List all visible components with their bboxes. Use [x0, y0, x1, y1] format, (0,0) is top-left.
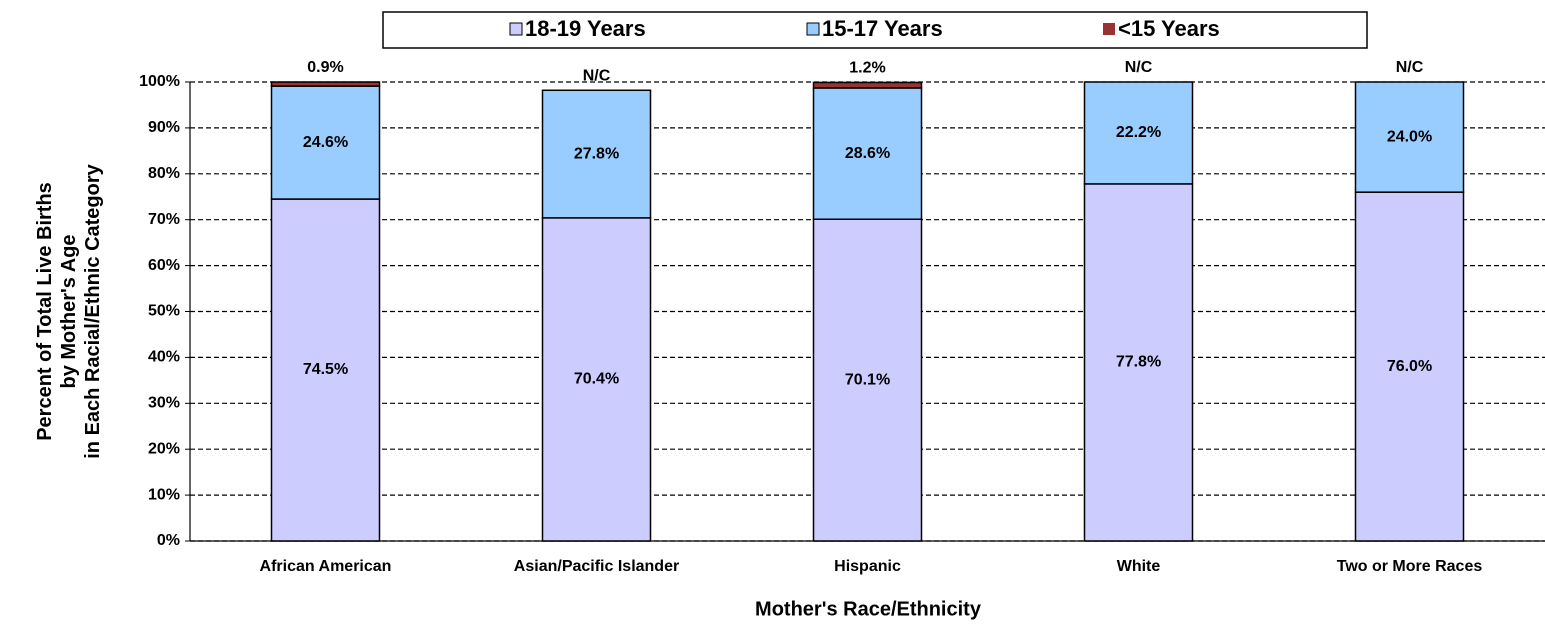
legend-swatch — [806, 22, 820, 36]
data-label: 1.2% — [849, 60, 885, 77]
legend-label: 15-17 Years — [822, 16, 943, 41]
y-axis-title: Percent of Total Live Births by Mother's … — [34, 163, 104, 458]
data-label: N/C — [583, 67, 611, 84]
bar-segment — [812, 87, 923, 220]
bar-segment — [270, 198, 381, 542]
bar-segment — [1083, 81, 1194, 185]
y-tick-label: 20% — [148, 440, 180, 457]
y-tick-label: 80% — [148, 165, 180, 182]
y-tick-label: 40% — [148, 349, 180, 366]
legend-swatch — [509, 22, 523, 36]
y-tick-label: 10% — [148, 486, 180, 503]
bar-segment — [541, 89, 652, 219]
data-label: 74.5% — [303, 361, 348, 378]
data-label: 27.8% — [574, 145, 619, 162]
y-tick-label: 50% — [148, 303, 180, 320]
bar-segment — [812, 218, 923, 542]
bar-segment — [541, 217, 652, 542]
legend-box — [382, 11, 1368, 49]
bar-segment — [1354, 191, 1465, 542]
bar-segment — [270, 81, 381, 87]
y-axis-title-line: by Mother's Age — [58, 234, 80, 388]
legend-label: 18-19 Years — [525, 16, 646, 41]
legend-label: <15 Years — [1118, 16, 1220, 41]
bar-segment — [1083, 183, 1194, 542]
bar-segment — [1354, 81, 1465, 193]
data-label: 76.0% — [1387, 358, 1432, 375]
x-tick-label: Hispanic — [834, 558, 901, 575]
x-tick-label: Two or More Races — [1337, 558, 1483, 575]
y-axis-title-line: in Each Racial/Ethnic Category — [82, 163, 104, 458]
y-tick-label: 60% — [148, 257, 180, 274]
y-axis-title-line: Percent of Total Live Births — [34, 182, 56, 441]
bar-segment — [270, 85, 381, 200]
data-label: N/C — [1125, 59, 1153, 76]
data-label: 70.1% — [845, 371, 890, 388]
bar-segment — [812, 81, 923, 89]
y-tick-label: 30% — [148, 395, 180, 412]
data-label: N/C — [1396, 59, 1424, 76]
data-label: 24.0% — [1387, 128, 1432, 145]
x-tick-label: Asian/Pacific Islander — [514, 558, 679, 575]
data-label: 70.4% — [574, 371, 619, 388]
data-label: 28.6% — [845, 145, 890, 162]
data-label: 77.8% — [1116, 354, 1161, 371]
data-label: 22.2% — [1116, 124, 1161, 141]
y-tick-label: 0% — [157, 532, 180, 549]
x-tick-label: African American — [260, 558, 392, 575]
y-tick-label: 100% — [139, 73, 180, 90]
data-label: 24.6% — [303, 134, 348, 151]
x-tick-label: White — [1117, 558, 1161, 575]
data-label: 0.9% — [307, 59, 343, 76]
legend-swatch — [1103, 23, 1115, 35]
x-axis-title: Mother's Race/Ethnicity — [755, 598, 982, 620]
y-tick-label: 90% — [148, 119, 180, 136]
y-tick-label: 70% — [148, 211, 180, 228]
